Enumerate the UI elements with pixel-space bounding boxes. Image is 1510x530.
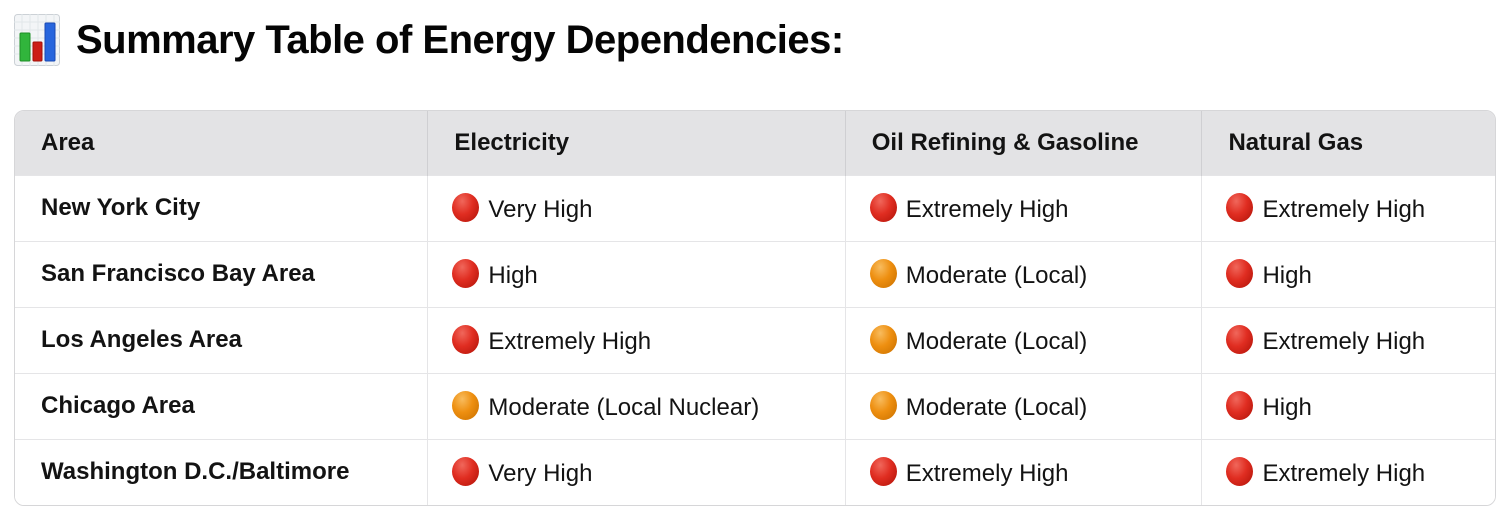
level-circle-icon: [1226, 324, 1254, 354]
area-cell: New York City: [15, 174, 428, 241]
dependency-cell: Moderate (Local): [844, 372, 1202, 439]
dependency-cell: Extremely High: [1201, 174, 1495, 241]
column-header-electricity: Electricity: [427, 111, 846, 175]
level-circle-icon: [452, 390, 480, 420]
level-circle-icon: [452, 324, 480, 354]
area-cell: Los Angeles Area: [15, 306, 428, 373]
level-circle-icon: [869, 456, 897, 486]
dependency-level: Extremely High: [905, 459, 1069, 487]
level-circle-icon: [869, 258, 897, 288]
dependency-level: Extremely High: [1262, 195, 1426, 223]
dependency-level: Moderate (Local): [905, 261, 1088, 289]
dependency-level: Very High: [488, 459, 593, 487]
level-circle-icon: [1226, 390, 1254, 420]
dependency-level: High: [1262, 393, 1312, 421]
dependency-cell: High: [1201, 372, 1495, 439]
column-header-oil: Oil Refining & Gasoline: [844, 111, 1202, 175]
dependency-level: Moderate (Local): [905, 327, 1088, 355]
dependency-cell: Moderate (Local): [844, 240, 1202, 307]
dependency-cell: Extremely High: [844, 174, 1202, 241]
level-circle-icon: [869, 192, 897, 222]
table-row: Chicago Area Moderate (Local Nuclear) Mo…: [15, 372, 1495, 439]
dependency-cell: High: [1201, 240, 1495, 307]
level-circle-icon: [1226, 192, 1254, 222]
dependency-level: Extremely High: [1262, 327, 1426, 355]
dependency-cell: Very High: [427, 438, 846, 505]
level-circle-icon: [869, 390, 897, 420]
level-circle-icon: [869, 324, 897, 354]
table-row: Los Angeles Area Extremely High Moderate…: [15, 306, 1495, 373]
dependency-level: Extremely High: [488, 327, 652, 355]
dependency-cell: High: [427, 240, 846, 307]
dependency-cell: Moderate (Local Nuclear): [427, 372, 846, 439]
summary-table: Area Electricity Oil Refining & Gasoline…: [15, 111, 1495, 505]
area-cell: Washington D.C./Baltimore: [15, 438, 428, 505]
dependency-level: High: [488, 261, 538, 289]
level-circle-icon: [452, 192, 480, 222]
dependency-level: Extremely High: [905, 195, 1069, 223]
dependency-level: Moderate (Local): [905, 393, 1088, 421]
table-row: San Francisco Bay Area High Moderate (Lo…: [15, 240, 1495, 307]
dependency-cell: Moderate (Local): [844, 306, 1202, 373]
dependency-level: High: [1262, 261, 1312, 289]
page-title: Summary Table of Energy Dependencies:: [76, 18, 844, 62]
table-row: Washington D.C./Baltimore Very High Extr…: [15, 438, 1495, 505]
area-cell: Chicago Area: [15, 372, 428, 439]
bar-chart-icon: [14, 14, 60, 66]
header-row: Area Electricity Oil Refining & Gasoline…: [15, 111, 1495, 175]
dependency-level: Extremely High: [1262, 459, 1426, 487]
dependency-cell: Extremely High: [1201, 306, 1495, 373]
dependency-level: Moderate (Local Nuclear): [488, 393, 760, 421]
page-heading: Summary Table of Energy Dependencies:: [14, 14, 1496, 66]
level-circle-icon: [452, 258, 480, 288]
dependency-cell: Extremely High: [427, 306, 846, 373]
dependency-level: Very High: [488, 195, 593, 223]
column-header-gas: Natural Gas: [1201, 111, 1495, 175]
dependency-cell: Very High: [427, 174, 846, 241]
summary-table-container: Area Electricity Oil Refining & Gasoline…: [14, 110, 1496, 506]
table-row: New York City Very High Extremely High E…: [15, 174, 1495, 241]
level-circle-icon: [452, 456, 480, 486]
column-header-area: Area: [15, 111, 428, 175]
dependency-cell: Extremely High: [1201, 438, 1495, 505]
dependency-cell: Extremely High: [844, 438, 1202, 505]
level-circle-icon: [1226, 258, 1254, 288]
area-cell: San Francisco Bay Area: [15, 240, 428, 307]
level-circle-icon: [1226, 456, 1254, 486]
